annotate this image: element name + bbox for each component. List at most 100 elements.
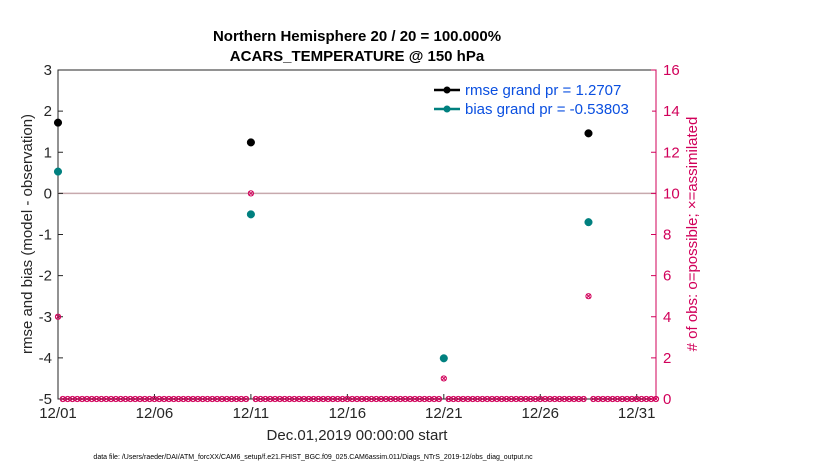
- x-tick-label: 12/11: [233, 405, 269, 422]
- obs-possible-marker: [585, 293, 592, 300]
- y-tick-label: -4: [39, 350, 52, 367]
- obs-assimilated-marker: [344, 396, 350, 402]
- obs-possible-marker: [580, 395, 587, 403]
- obs-assimilated-marker: [393, 396, 399, 402]
- obs-assimilated-marker: [610, 396, 616, 402]
- bias-point: [584, 218, 593, 227]
- obs-assimilated-marker: [320, 396, 326, 402]
- obs-assimilated-marker: [436, 396, 442, 402]
- obs-assimilated-marker: [335, 396, 341, 402]
- y-tick-label: 2: [44, 103, 52, 120]
- obs-assimilated-marker: [542, 396, 548, 402]
- y2-tick-label: 0: [663, 391, 671, 408]
- obs-assimilated-marker: [460, 396, 466, 402]
- obs-assimilated-marker: [537, 396, 543, 402]
- obs-assimilated-marker: [339, 396, 346, 402]
- obs-assimilated-marker: [55, 314, 61, 320]
- obs-assimilated-marker: [518, 396, 524, 402]
- bias-point: [439, 354, 448, 363]
- obs-assimilated-marker: [122, 396, 129, 402]
- obs-assimilated-marker: [286, 396, 293, 402]
- obs-assimilated-marker: [147, 396, 153, 402]
- bias-point: [246, 210, 255, 219]
- obs-assimilated-marker: [402, 396, 408, 402]
- y-tick-label: 0: [44, 185, 52, 202]
- obs-possible-marker: [242, 395, 250, 403]
- obs-assimilated-marker: [224, 396, 230, 402]
- obs-assimilated-marker: [600, 396, 606, 402]
- y-tick-label: -5: [39, 391, 52, 408]
- obs-assimilated-marker: [638, 396, 645, 402]
- legend-bias-marker: [443, 105, 451, 113]
- obs-assimilated-marker: [605, 396, 611, 402]
- obs-assimilated-marker: [325, 396, 331, 402]
- obs-assimilated-marker: [315, 396, 321, 402]
- obs-assimilated-marker: [267, 396, 273, 402]
- obs-assimilated-marker: [629, 396, 635, 402]
- obs-assimilated-marker: [446, 396, 452, 402]
- obs-assimilated-marker: [248, 190, 254, 196]
- obs-assimilated-marker: [359, 396, 365, 402]
- obs-assimilated-marker: [94, 396, 100, 402]
- obs-assimilated-marker: [277, 396, 283, 402]
- obs-assimilated-marker: [465, 396, 471, 402]
- obs-assimilated-marker: [127, 396, 133, 402]
- obs-assimilated-marker: [528, 396, 534, 402]
- obs-assimilated-marker: [421, 396, 428, 402]
- obs-assimilated-marker: [69, 396, 76, 402]
- y-tick-label: -3: [39, 309, 52, 326]
- obs-assimilated-marker: [581, 396, 587, 402]
- obs-assimilated-marker: [619, 396, 625, 402]
- obs-assimilated-marker: [364, 396, 370, 402]
- y-tick-label: -2: [39, 268, 52, 285]
- y-tick-label: 1: [44, 144, 52, 161]
- obs-assimilated-marker: [643, 396, 649, 402]
- obs-assimilated-marker: [176, 396, 182, 402]
- chart-title: Northern Hemisphere 20 / 20 = 100.000%: [213, 28, 501, 45]
- obs-assimilated-marker: [431, 396, 437, 402]
- obs-assimilated-marker: [426, 396, 432, 402]
- y2-tick-label: 10: [663, 185, 680, 202]
- x-tick-label: 12/06: [136, 405, 174, 422]
- obs-assimilated-marker: [417, 396, 423, 402]
- obs-assimilated-marker: [137, 396, 143, 402]
- rmse-point: [53, 118, 63, 127]
- y-tick-label: -1: [39, 227, 52, 244]
- obs-assimilated-marker: [412, 396, 418, 402]
- obs-assimilated-marker: [634, 396, 640, 402]
- obs-assimilated-marker: [383, 396, 389, 402]
- obs-assimilated-marker: [624, 396, 630, 402]
- obs-assimilated-marker: [354, 396, 360, 402]
- obs-possible-marker: [435, 395, 443, 403]
- obs-assimilated-marker: [89, 396, 95, 402]
- series-markers: [53, 118, 593, 363]
- right-axis-ticks: 16 14 12 10 8 6 4 2 0: [651, 62, 680, 408]
- obs-assimilated-marker: [368, 396, 375, 402]
- obs-assimilated-marker: [79, 396, 85, 402]
- obs-assimilated-marker: [450, 396, 457, 402]
- obs-assimilated-marker: [60, 396, 66, 402]
- obs-assimilated-marker: [65, 396, 71, 402]
- obs-assimilated-marker: [648, 396, 654, 402]
- obs-assimilated-marker: [282, 396, 288, 402]
- obs-assimilated-marker: [185, 396, 191, 402]
- data-file-footer: data file: /Users/raeder/DAI/ATM_forcXX/…: [93, 454, 533, 461]
- obs-assimilated-marker: [84, 396, 90, 402]
- obs-assimilated-marker: [455, 396, 461, 402]
- obs-possible-marker: [440, 375, 447, 382]
- bias-point: [53, 167, 63, 176]
- rmse-point: [246, 138, 255, 147]
- y-tick-label: 3: [44, 62, 52, 79]
- obs-assimilated-marker: [330, 396, 336, 402]
- obs-assimilated-marker: [373, 396, 379, 402]
- x-tick-label: 12/16: [329, 405, 367, 422]
- obs-assimilated-marker: [166, 396, 172, 402]
- obs-assimilated-marker: [349, 396, 355, 402]
- obs-assimilated-marker: [441, 375, 447, 381]
- obs-assimilated-marker: [494, 396, 500, 402]
- obs-assimilated-marker: [576, 396, 582, 402]
- obs-assimilated-marker: [204, 396, 211, 402]
- obs-assimilated-marker: [253, 396, 259, 402]
- y2-axis-label: # of obs: o=possible; ×=assimilated: [684, 117, 701, 352]
